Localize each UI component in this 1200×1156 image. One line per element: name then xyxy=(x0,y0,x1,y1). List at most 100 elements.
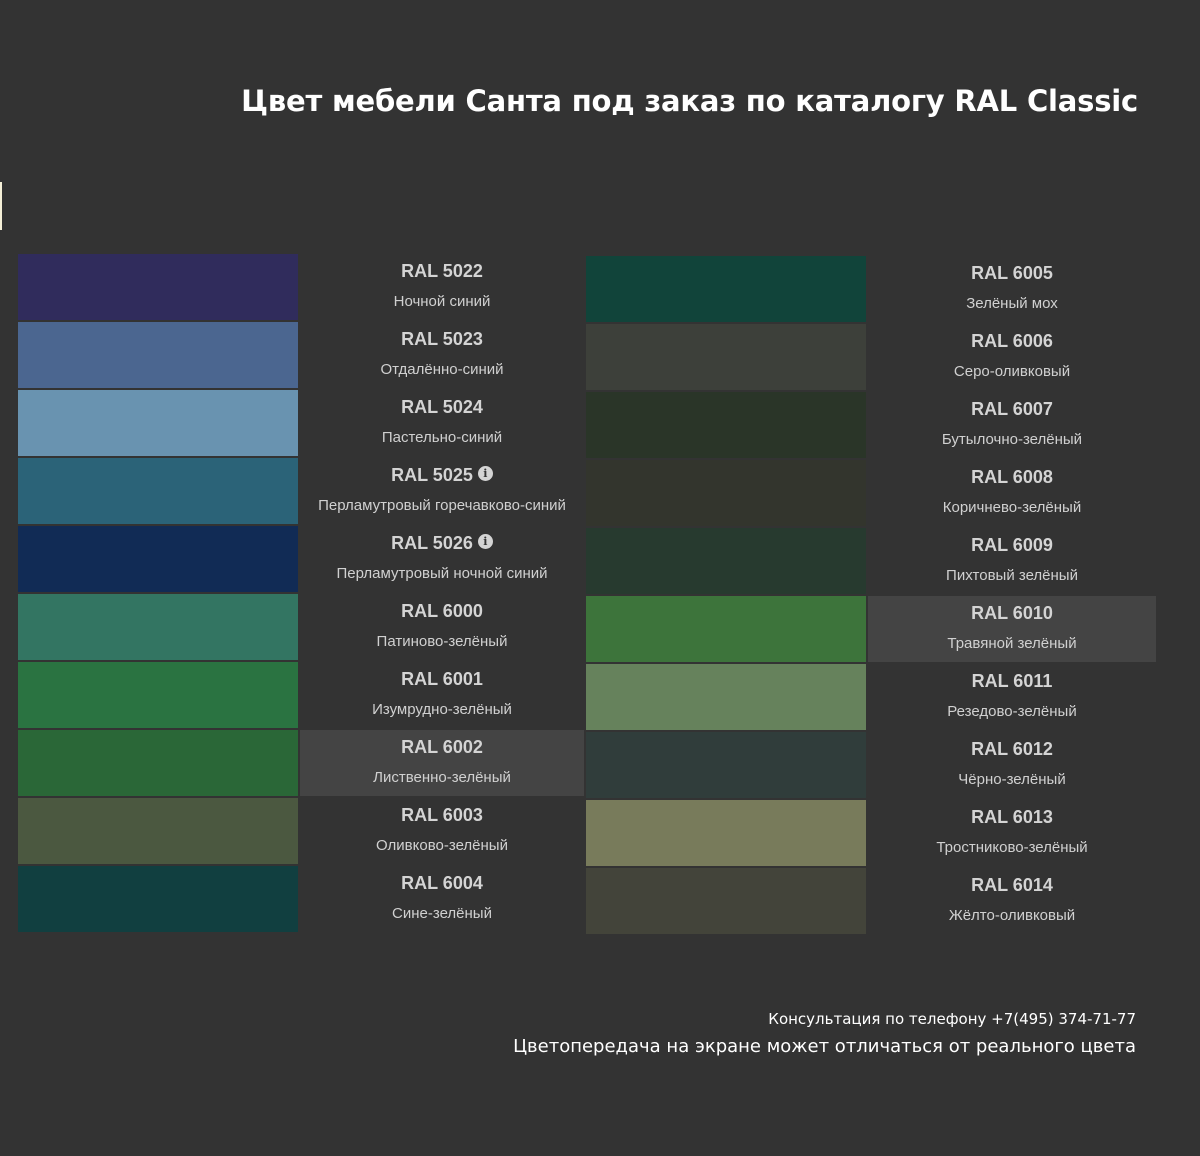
ral-code-text: RAL 6001 xyxy=(401,669,483,689)
ral-name: Сине-зелёный xyxy=(392,905,492,922)
color-label[interactable]: RAL 6003 Оливково-зелёный xyxy=(300,798,584,864)
color-swatch[interactable] xyxy=(18,730,298,796)
ral-code-text: RAL 6006 xyxy=(971,331,1053,351)
color-row[interactable]: RAL 6009 Пихтовый зелёный xyxy=(586,528,1156,596)
ral-name: Резедово-зелёный xyxy=(947,703,1077,720)
ral-name: Серо-оливковый xyxy=(953,363,1071,380)
ral-code-text: RAL 6004 xyxy=(401,873,483,893)
ral-code-text: RAL 6003 xyxy=(401,805,483,825)
info-icon[interactable]: i xyxy=(477,465,493,481)
color-swatch[interactable] xyxy=(18,594,298,660)
color-label[interactable]: RAL 6007 Бутылочно-зелёный xyxy=(868,392,1156,458)
color-swatch[interactable] xyxy=(586,732,866,798)
ral-name: Коричнево-зелёный xyxy=(942,499,1082,516)
color-swatch[interactable] xyxy=(586,868,866,934)
color-swatch[interactable] xyxy=(586,460,866,526)
color-label[interactable]: RAL 6012 Чёрно-зелёный xyxy=(868,732,1156,798)
color-row[interactable]: RAL 5025 i Перламутровый горечавково-синий xyxy=(18,458,584,526)
ral-code-text: RAL 5026 xyxy=(391,533,473,553)
color-swatch[interactable] xyxy=(586,324,866,390)
color-swatch[interactable] xyxy=(18,798,298,864)
color-swatch[interactable] xyxy=(18,322,298,388)
color-row[interactable]: RAL 6013 Тростниково-зелёный xyxy=(586,800,1156,868)
color-swatch[interactable] xyxy=(586,392,866,458)
color-row[interactable]: RAL 6001 Изумрудно-зелёный xyxy=(18,662,584,730)
color-label[interactable]: RAL 6014 Жёлто-оливковый xyxy=(868,868,1156,934)
color-label[interactable]: RAL 6008 Коричнево-зелёный xyxy=(868,460,1156,526)
ral-name: Зелёный мох xyxy=(966,295,1058,312)
color-swatch[interactable] xyxy=(18,390,298,456)
color-swatch[interactable] xyxy=(586,528,866,594)
color-label[interactable]: RAL 6010 Травяной зелёный xyxy=(868,596,1156,662)
color-label[interactable]: RAL 6002 Лиственно-зелёный xyxy=(300,730,584,796)
ral-code: RAL 6003 xyxy=(401,804,483,826)
color-row[interactable]: RAL 6002 Лиственно-зелёный xyxy=(18,730,584,798)
color-row[interactable]: RAL 6011 Резедово-зелёный xyxy=(586,664,1156,732)
ral-code: RAL 5026 i xyxy=(391,532,493,554)
color-swatch[interactable] xyxy=(18,866,298,932)
color-label[interactable]: RAL 6001 Изумрудно-зелёный xyxy=(300,662,584,728)
color-row[interactable]: RAL 6003 Оливково-зелёный xyxy=(18,798,584,866)
ral-code: RAL 5023 xyxy=(401,328,483,350)
color-swatch[interactable] xyxy=(18,254,298,320)
ral-name: Перламутровый горечавково-синий xyxy=(318,497,566,514)
ral-name: Оливково-зелёный xyxy=(376,837,508,854)
ral-code: RAL 6010 xyxy=(971,602,1053,624)
ral-code: RAL 6014 xyxy=(971,874,1053,896)
color-swatch[interactable] xyxy=(18,662,298,728)
ral-code-text: RAL 5025 xyxy=(391,465,473,485)
color-row[interactable]: RAL 6000 Патиново-зелёный xyxy=(18,594,584,662)
color-label[interactable]: RAL 6005 Зелёный мох xyxy=(868,256,1156,322)
color-row[interactable]: RAL 6006 Серо-оливковый xyxy=(586,324,1156,392)
color-label[interactable]: RAL 5022 Ночной синий xyxy=(300,254,584,320)
color-row[interactable]: RAL 5023 Отдалённо-синий xyxy=(18,322,584,390)
ral-code-text: RAL 6008 xyxy=(971,467,1053,487)
color-row[interactable]: RAL 6010 Травяной зелёный xyxy=(586,596,1156,664)
ral-name: Травяной зелёный xyxy=(947,635,1077,652)
ral-code-text: RAL 5023 xyxy=(401,329,483,349)
color-swatch[interactable] xyxy=(586,596,866,662)
color-label[interactable]: RAL 5024 Пастельно-синий xyxy=(300,390,584,456)
ral-name: Отдалённо-синий xyxy=(380,361,504,378)
color-row[interactable]: RAL 5022 Ночной синий xyxy=(18,254,584,322)
color-label[interactable]: RAL 5026 i Перламутровый ночной синий xyxy=(300,526,584,592)
ral-code: RAL 6000 xyxy=(401,600,483,622)
color-label[interactable]: RAL 6013 Тростниково-зелёный xyxy=(868,800,1156,866)
color-swatch[interactable] xyxy=(18,458,298,524)
color-row[interactable]: RAL 6007 Бутылочно-зелёный xyxy=(586,392,1156,460)
ral-name: Патиново-зелёный xyxy=(376,633,508,650)
color-column-left: RAL 5022 Ночной синий RAL 5023 Отдалённо-си… xyxy=(18,254,584,934)
color-swatch[interactable] xyxy=(586,256,866,322)
color-label[interactable]: RAL 5023 Отдалённо-синий xyxy=(300,322,584,388)
color-label[interactable]: RAL 6000 Патиново-зелёный xyxy=(300,594,584,660)
ral-code-text: RAL 6013 xyxy=(971,807,1053,827)
color-row[interactable]: RAL 6005 Зелёный мох xyxy=(586,256,1156,324)
color-label[interactable]: RAL 5025 i Перламутровый горечавково-синий xyxy=(300,458,584,524)
ral-code-text: RAL 5022 xyxy=(401,261,483,281)
color-label[interactable]: RAL 6009 Пихтовый зелёный xyxy=(868,528,1156,594)
ral-code-text: RAL 6005 xyxy=(971,263,1053,283)
ral-code-text: RAL 6007 xyxy=(971,399,1053,419)
color-swatch[interactable] xyxy=(18,526,298,592)
color-label[interactable]: RAL 6006 Серо-оливковый xyxy=(868,324,1156,390)
ral-code-text: RAL 6009 xyxy=(971,535,1053,555)
ral-code-text: RAL 6011 xyxy=(971,671,1053,691)
color-row[interactable]: RAL 6012 Чёрно-зелёный xyxy=(586,732,1156,800)
ral-code: RAL 6002 xyxy=(401,736,483,758)
color-row[interactable]: RAL 6014 Жёлто-оливковый xyxy=(586,868,1156,936)
color-row[interactable]: RAL 5026 i Перламутровый ночной синий xyxy=(18,526,584,594)
ral-code-text: RAL 6000 xyxy=(401,601,483,621)
color-row[interactable]: RAL 5024 Пастельно-синий xyxy=(18,390,584,458)
ral-code: RAL 6001 xyxy=(401,668,483,690)
color-label[interactable]: RAL 6011 Резедово-зелёный xyxy=(868,664,1156,730)
color-row[interactable]: RAL 6004 Сине-зелёный xyxy=(18,866,584,934)
color-label[interactable]: RAL 6004 Сине-зелёный xyxy=(300,866,584,932)
info-icon[interactable]: i xyxy=(477,533,493,549)
ral-name: Пихтовый зелёный xyxy=(946,567,1078,584)
ral-code: RAL 6008 xyxy=(971,466,1053,488)
ral-name: Тростниково-зелёный xyxy=(936,839,1088,856)
color-swatch[interactable] xyxy=(586,664,866,730)
color-row[interactable]: RAL 6008 Коричнево-зелёный xyxy=(586,460,1156,528)
ral-name: Перламутровый ночной синий xyxy=(336,565,548,582)
color-swatch[interactable] xyxy=(586,800,866,866)
